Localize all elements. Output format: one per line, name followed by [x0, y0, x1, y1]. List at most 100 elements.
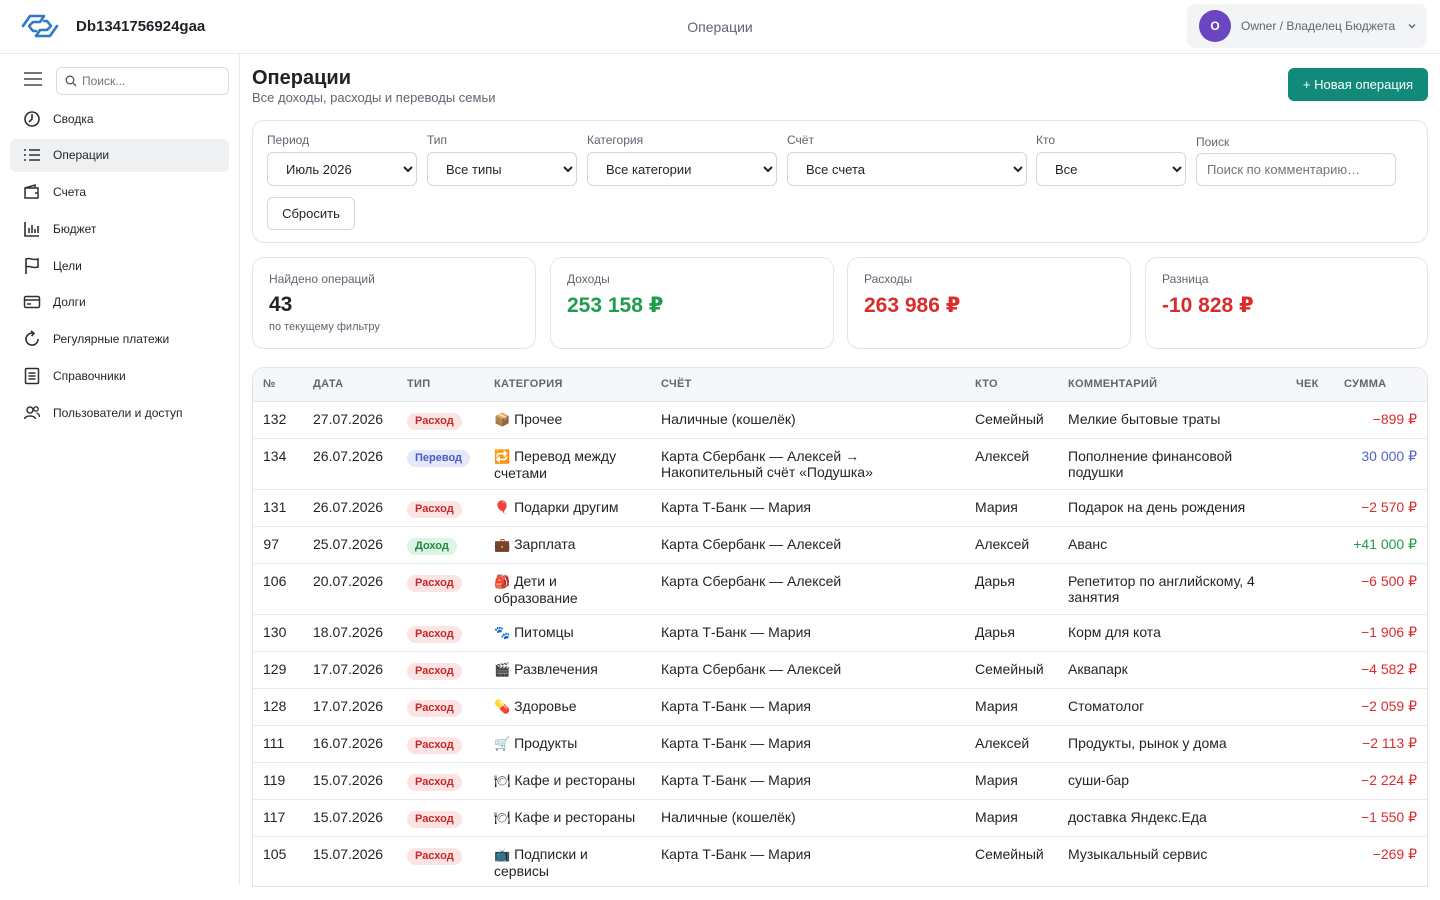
- category-label: Прочее: [514, 410, 563, 427]
- type-badge: Расход: [407, 574, 462, 592]
- table-row[interactable]: 134 26.07.2026 Перевод 🔁 Перевод между счет…: [253, 438, 1427, 490]
- type-badge: Расход: [407, 625, 462, 643]
- table-row[interactable]: 128 17.07.2026 Расход 💊 Здоровье Карта Т-Бан…: [253, 688, 1427, 726]
- header-type[interactable]: ТИП: [397, 368, 484, 402]
- row-category: 🎒 Дети и образование: [484, 563, 651, 615]
- header-account[interactable]: СЧЁТ: [651, 368, 965, 402]
- table-row[interactable]: 117 15.07.2026 Расход 🍽 Кафе и рестораны Нал…: [253, 799, 1427, 837]
- table-row[interactable]: 105 15.07.2026 Расход 📺 Подписки и сервисы К…: [253, 836, 1427, 886]
- who-select[interactable]: Все: [1036, 152, 1186, 186]
- stat-note: по текущему фильтру: [269, 321, 380, 333]
- category-icon: 📺: [494, 846, 511, 862]
- stat-label: Доходы: [567, 272, 610, 286]
- period-select[interactable]: Июль 2026: [267, 152, 417, 186]
- stat-found: Найдено операций 43 по текущему фильтру: [252, 257, 536, 349]
- sidebar-item-label: Операции: [53, 148, 110, 163]
- row-date: 26.07.2026: [303, 489, 397, 527]
- table-row[interactable]: 119 15.07.2026 Расход 🍽 Кафе и рестораны Кар…: [253, 762, 1427, 800]
- table-row[interactable]: 129 17.07.2026 Расход 🎬 Развлечения Карта Сб…: [253, 651, 1427, 689]
- sidebar-item-references[interactable]: Справочники: [10, 360, 229, 393]
- row-type-cell: Расход: [397, 651, 484, 689]
- reset-button[interactable]: Сбросить: [267, 197, 355, 230]
- row-receipt: [1286, 401, 1334, 439]
- bar-chart-icon: [24, 221, 39, 237]
- sidebar-item-recurring[interactable]: Регулярные платежи: [10, 323, 229, 356]
- category-label: Продукты: [514, 734, 578, 751]
- row-date: 17.07.2026: [303, 688, 397, 726]
- type-select[interactable]: Все типы: [427, 152, 577, 186]
- stat-value: 263 986 ₽: [864, 294, 961, 317]
- new-operation-button[interactable]: + Новая операция: [1288, 68, 1428, 101]
- row-comment: Стоматолог: [1058, 688, 1286, 726]
- sidebar-item-operations[interactable]: Операции: [10, 138, 229, 172]
- header-amount[interactable]: СУММА: [1334, 368, 1427, 402]
- row-category: 📺 Подписки и сервисы: [484, 836, 651, 886]
- sidebar-item-goals[interactable]: Цели: [10, 249, 229, 282]
- sidebar-nav: Сводка Операции Счета Бюджет Цели Долги …: [10, 102, 229, 433]
- stat-label: Разница: [1162, 272, 1209, 286]
- row-who: Мария: [965, 799, 1058, 837]
- row-category: 🎈 Подарки другим: [484, 489, 651, 527]
- category-label: Зарплата: [514, 535, 576, 552]
- stat-label: Расходы: [864, 272, 913, 286]
- table-row[interactable]: 97 25.07.2026 Доход 💼 Зарплата Карта Сбербан…: [253, 526, 1427, 564]
- table-row[interactable]: 132 27.07.2026 Расход 📦 Прочее Наличные (кош…: [253, 401, 1427, 439]
- row-id: 117: [253, 799, 303, 837]
- row-id: 128: [253, 688, 303, 726]
- table-row[interactable]: 111 16.07.2026 Расход 🛒 Продукты Карта Т-Бан…: [253, 725, 1427, 763]
- header-date[interactable]: ДАТА: [303, 368, 397, 402]
- header-category[interactable]: КАТЕГОРИЯ: [484, 368, 651, 402]
- sidebar-item-summary[interactable]: Сводка: [10, 102, 229, 135]
- sidebar-item-debts[interactable]: Долги: [10, 286, 229, 319]
- row-amount: −2 059 ₽: [1334, 688, 1427, 726]
- row-who: Алексей: [965, 526, 1058, 564]
- clock-icon: [24, 110, 40, 127]
- account-select[interactable]: Все счета: [787, 152, 1027, 186]
- category-icon: 🎬: [494, 661, 511, 677]
- table-row[interactable]: 130 18.07.2026 Расход 🐾 Питомцы Карта Т-Банк…: [253, 614, 1427, 652]
- sidebar-item-label: Регулярные платежи: [53, 332, 170, 347]
- row-receipt: [1286, 489, 1334, 527]
- category-label: Подписки и сервисы: [494, 845, 588, 879]
- stat-value: 253 158 ₽: [567, 294, 664, 317]
- category-label: Подарки другим: [514, 498, 619, 515]
- search-label: Поиск: [1196, 135, 1230, 149]
- row-comment: суши-бар: [1058, 762, 1286, 800]
- table-row[interactable]: 131 26.07.2026 Расход 🎈 Подарки другим Карта…: [253, 489, 1427, 527]
- type-badge: Расход: [407, 810, 462, 828]
- row-amount: −2 570 ₽: [1334, 489, 1427, 527]
- row-type-cell: Расход: [397, 614, 484, 652]
- row-category: 💊 Здоровье: [484, 688, 651, 726]
- flag-icon: [25, 257, 39, 274]
- row-account: Карта Т-Банк — Мария: [651, 614, 965, 652]
- row-who: Дарья: [965, 614, 1058, 652]
- app-title: Db1341756924gaa: [76, 18, 206, 35]
- sidebar-search[interactable]: [56, 67, 229, 95]
- row-id: 134: [253, 438, 303, 490]
- category-select[interactable]: Все категории: [587, 152, 777, 186]
- stat-income: Доходы 253 158 ₽: [550, 257, 834, 349]
- header-who[interactable]: КТО: [965, 368, 1058, 402]
- users-icon: [23, 406, 41, 420]
- sidebar-item-users[interactable]: Пользователи и доступ: [10, 396, 229, 429]
- filter-panel: Период Июль 2026 Тип Все типы Категория …: [252, 120, 1428, 243]
- chevron-down-icon: [1408, 24, 1416, 29]
- category-label: Кафе и рестораны: [514, 771, 636, 788]
- sidebar-item-accounts[interactable]: Счета: [10, 176, 229, 209]
- hamburger-icon[interactable]: [22, 70, 44, 88]
- category-icon: 🍽: [494, 809, 511, 825]
- table-row[interactable]: 106 20.07.2026 Расход 🎒 Дети и образование К…: [253, 563, 1427, 615]
- row-category: 🛒 Продукты: [484, 725, 651, 763]
- sidebar-item-budget[interactable]: Бюджет: [10, 212, 229, 245]
- header-number[interactable]: №: [253, 368, 303, 402]
- user-menu[interactable]: O Owner / Владелец Бюджета: [1187, 4, 1427, 48]
- header-receipt[interactable]: ЧЕК: [1286, 368, 1334, 402]
- row-receipt: [1286, 526, 1334, 564]
- category-icon: 💼: [494, 536, 511, 552]
- row-amount: −1 906 ₽: [1334, 614, 1427, 652]
- row-amount: −1 550 ₽: [1334, 799, 1427, 837]
- logo-icon[interactable]: [20, 11, 60, 41]
- comment-search-input[interactable]: [1196, 153, 1396, 186]
- header-comment[interactable]: КОММЕНТАРИЙ: [1058, 368, 1286, 402]
- sidebar-search-input[interactable]: [82, 74, 212, 88]
